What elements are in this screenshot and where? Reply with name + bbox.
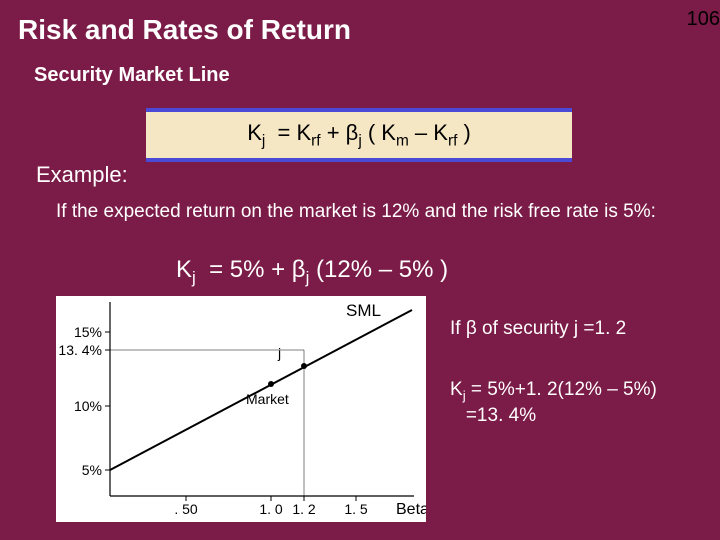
svg-text:10%: 10% [74,398,102,414]
svg-text:15%: 15% [74,324,102,340]
svg-text:1. 2: 1. 2 [292,501,316,517]
svg-text:Beta: Beta [396,501,426,518]
svg-text:j: j [277,345,281,361]
formula-main: Kj = Krf + βj ( Km – Krf ) [247,120,471,150]
page-number: 106 [687,8,720,31]
sml-chart-svg: 5% 10% 13. 4% 15% . 50 1. 0 1. 2 1. 5 Beta SML Mar… [56,296,426,522]
svg-text:. 50: . 50 [174,501,198,517]
svg-text:1. 0: 1. 0 [259,501,283,517]
svg-text:5%: 5% [82,462,102,478]
sml-chart: 5% 10% 13. 4% 15% . 50 1. 0 1. 2 1. 5 Beta SML Mar… [56,296,426,522]
svg-text:13. 4%: 13. 4% [58,342,102,358]
example-label: Example: [36,162,128,188]
svg-text:Market: Market [246,391,289,407]
body-text: If the expected return on the market is … [56,200,676,224]
formula-box: Kj = Krf + βj ( Km – Krf ) [146,108,572,162]
annotation-beta: If β of security j =1. 2 [450,318,626,340]
annotation-result: Kj = 5%+1. 2(12% – 5%) =13. 4% [450,378,657,429]
svg-text:SML: SML [346,301,381,320]
page-title: Risk and Rates of Return [0,0,720,46]
subtitle: Security Market Line [0,46,720,87]
formula-substituted: Kj = 5% + βj (12% – 5% ) [176,256,448,288]
svg-text:1. 5: 1. 5 [344,501,368,517]
